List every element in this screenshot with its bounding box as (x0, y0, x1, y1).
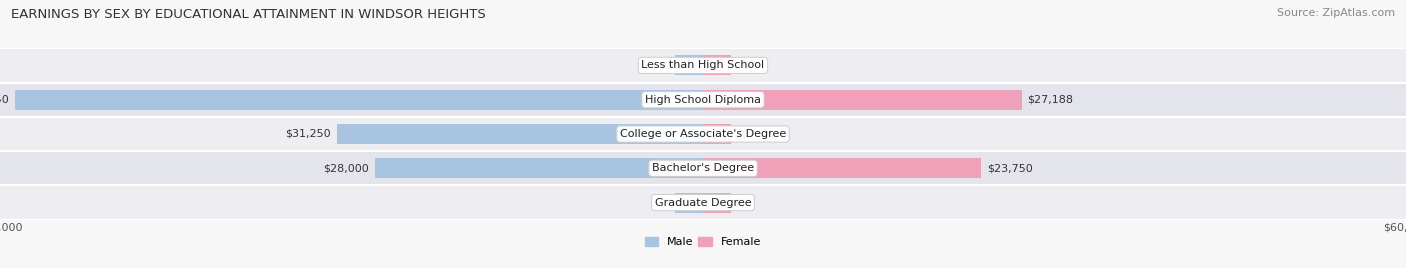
Text: Source: ZipAtlas.com: Source: ZipAtlas.com (1277, 8, 1395, 18)
Text: $0: $0 (734, 198, 748, 208)
Bar (0, 48, 1406, 83)
Text: $27,188: $27,188 (1028, 95, 1073, 105)
Text: $31,250: $31,250 (285, 129, 332, 139)
Bar (703, 55, 731, 75)
Bar (0, 185, 1406, 220)
Bar (703, 193, 731, 213)
Text: $0: $0 (734, 129, 748, 139)
Bar (675, 193, 703, 213)
Text: $28,000: $28,000 (323, 163, 370, 173)
Text: College or Associate's Degree: College or Associate's Degree (620, 129, 786, 139)
Text: Less than High School: Less than High School (641, 60, 765, 70)
Bar (0, 117, 1406, 151)
Legend: Male, Female: Male, Female (641, 233, 765, 252)
Bar (675, 55, 703, 75)
Bar (703, 158, 981, 178)
Text: $0: $0 (734, 60, 748, 70)
Text: $58,750: $58,750 (0, 95, 8, 105)
Bar (703, 124, 731, 144)
Bar (0, 83, 1406, 117)
Text: $0: $0 (658, 60, 672, 70)
Bar (337, 124, 703, 144)
Text: Graduate Degree: Graduate Degree (655, 198, 751, 208)
Bar (0, 151, 1406, 185)
Text: $0: $0 (658, 198, 672, 208)
Text: High School Diploma: High School Diploma (645, 95, 761, 105)
Bar (14, 90, 703, 110)
Bar (375, 158, 703, 178)
Text: $23,750: $23,750 (987, 163, 1032, 173)
Text: Bachelor's Degree: Bachelor's Degree (652, 163, 754, 173)
Text: EARNINGS BY SEX BY EDUCATIONAL ATTAINMENT IN WINDSOR HEIGHTS: EARNINGS BY SEX BY EDUCATIONAL ATTAINMEN… (11, 8, 486, 21)
Bar (703, 90, 1022, 110)
